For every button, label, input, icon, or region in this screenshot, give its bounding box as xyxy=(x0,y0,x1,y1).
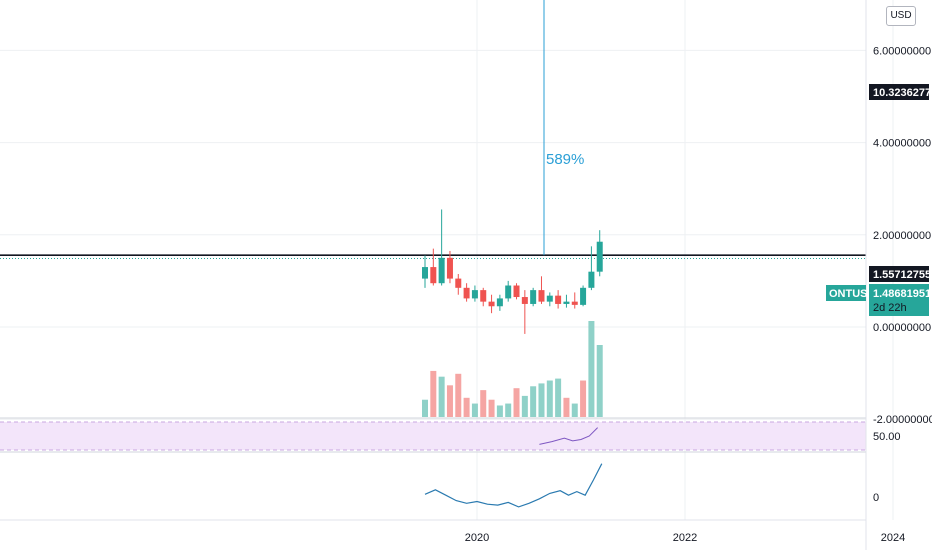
macd-line xyxy=(424,463,603,508)
candle-body xyxy=(563,301,570,304)
candle-body xyxy=(538,290,545,302)
price-tick-label: 2.00000000 xyxy=(873,230,931,242)
candlesticks xyxy=(422,209,603,334)
candle-body xyxy=(471,290,478,299)
volume-bar xyxy=(546,380,553,417)
candle-body xyxy=(580,287,587,305)
pane-separators xyxy=(0,417,866,453)
macd-axis-label: 0 xyxy=(873,492,879,504)
candle-body xyxy=(463,287,470,299)
last-price-tag-bg xyxy=(869,284,929,316)
price-tick-label: 4.00000000 xyxy=(873,138,931,150)
symbol-badge: ONTUSD xyxy=(829,288,876,300)
level-tag-upper-bg xyxy=(869,84,929,100)
candle-body xyxy=(438,257,445,284)
candle-body xyxy=(496,298,503,307)
measure-tool[interactable]: 589% xyxy=(541,0,584,256)
candle-body xyxy=(480,290,487,302)
volume-bar xyxy=(480,390,487,417)
candle-body xyxy=(588,271,595,288)
candle-body xyxy=(596,241,603,272)
measure-percent-label: 589% xyxy=(546,151,584,168)
volume-bar xyxy=(430,370,437,417)
volume-bar xyxy=(538,383,545,417)
candle-body xyxy=(546,295,553,302)
price-tags: 10.32362777 1.55712755 ONTUSD 1.48681951… xyxy=(826,84,932,316)
candle-body xyxy=(521,297,528,304)
time-axis[interactable]: 2020202220242026 xyxy=(0,519,932,544)
candle-body xyxy=(446,257,453,279)
candle-body xyxy=(513,285,520,298)
candle-body xyxy=(530,290,537,304)
volume-bar xyxy=(571,403,578,417)
candle-body xyxy=(571,301,578,305)
rsi-band xyxy=(0,422,866,450)
volume-bar xyxy=(505,403,512,417)
rsi-pane: 50.00 xyxy=(0,421,901,451)
volume-bar xyxy=(455,373,462,417)
volume-bar xyxy=(463,397,470,417)
symbol-badge-bg xyxy=(826,285,866,301)
rsi-axis-label: 50.00 xyxy=(873,431,901,443)
volume-bar xyxy=(588,321,595,417)
candle-body xyxy=(422,267,428,279)
time-to-close: 2d 22h xyxy=(873,302,907,314)
level-tag-upper: 10.32362777 xyxy=(873,87,932,99)
macd-pane: 0 xyxy=(424,463,879,508)
volume-bar xyxy=(563,397,570,417)
volume-bar xyxy=(422,399,428,417)
grid-lines xyxy=(0,0,894,520)
price-tick-label: 6.00000000 xyxy=(873,45,931,57)
price-axis[interactable]: 14.0000000012.0000000010.000000008.00000… xyxy=(873,0,932,426)
candle-body xyxy=(505,285,512,299)
price-tick-label: 0.00000000 xyxy=(873,322,931,334)
currency-badge[interactable]: USD xyxy=(886,6,916,26)
volume-bar xyxy=(530,386,537,417)
candle-body xyxy=(455,278,462,288)
candle-body xyxy=(555,295,562,304)
volume-bar xyxy=(438,376,445,417)
volume-bar xyxy=(580,380,587,417)
level-tag-lower: 1.55712755 xyxy=(873,269,931,281)
volume-bar xyxy=(496,405,503,417)
volume-bar xyxy=(521,395,528,417)
time-tick-label: 2024 xyxy=(881,532,905,544)
candle-body xyxy=(430,267,437,284)
volume-bar xyxy=(471,403,478,417)
volume-bars xyxy=(422,321,603,417)
volume-bar xyxy=(488,399,495,417)
volume-bar xyxy=(513,388,520,417)
time-tick-label: 2020 xyxy=(465,532,489,544)
volume-bar xyxy=(555,378,562,417)
time-tick-label: 2022 xyxy=(673,532,697,544)
volume-bar xyxy=(596,345,603,417)
level-tag-lower-bg xyxy=(869,266,929,282)
volume-bar xyxy=(446,385,453,417)
candle-body xyxy=(488,301,495,307)
price-tick-label: -2.00000000 xyxy=(873,414,932,426)
last-price-tag: 1.48681951 xyxy=(873,288,931,300)
rsi-line xyxy=(539,427,598,445)
